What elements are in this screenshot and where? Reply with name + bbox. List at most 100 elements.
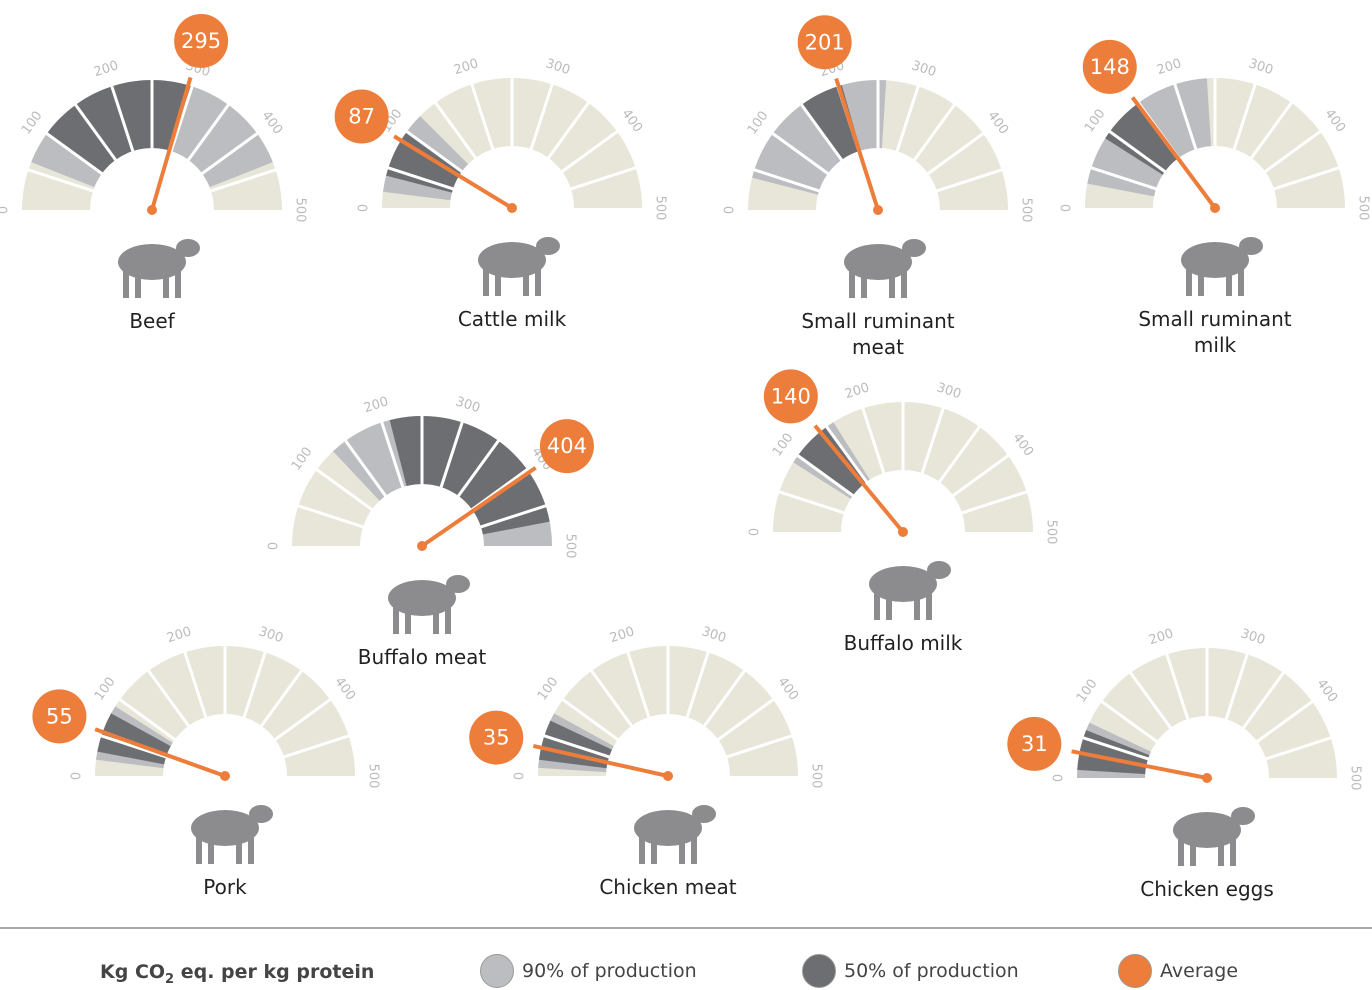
tick-label: 200 [452, 56, 480, 78]
animal-leg [123, 270, 129, 298]
animal-head [1239, 237, 1263, 255]
tick-label: 100 [535, 675, 562, 704]
needle-hub [417, 541, 427, 551]
animal-leg [208, 836, 214, 864]
animal-leg [535, 268, 541, 296]
gauge-name: Small ruminant meat [778, 308, 978, 360]
needle-hub [1202, 773, 1212, 783]
legend-label: 90% of production [522, 960, 697, 982]
tick-label: 400 [1009, 431, 1036, 460]
tick-label: 500 [563, 534, 578, 559]
animal-leg [639, 836, 645, 864]
animal-leg [874, 592, 880, 620]
tick-label: 200 [362, 394, 390, 416]
tick-label: 400 [1321, 107, 1348, 136]
animal-leg [886, 592, 892, 620]
animal-icon [844, 239, 926, 298]
animal-leg [901, 270, 907, 298]
animal-leg [1226, 268, 1232, 296]
animal-leg [196, 836, 202, 864]
tick-label: 200 [92, 58, 120, 80]
animal-leg [495, 268, 501, 296]
needle-hub [898, 527, 908, 537]
average-label: 35 [483, 726, 510, 750]
animal-leg [1198, 268, 1204, 296]
animal-head [692, 805, 716, 823]
tick-label: 100 [770, 431, 797, 460]
tick-label: 300 [910, 58, 938, 80]
average-label: 295 [181, 29, 221, 53]
needle-hub [507, 203, 517, 213]
animal-leg [1190, 838, 1196, 866]
animal-leg [926, 592, 932, 620]
tick-label: 300 [700, 624, 728, 646]
tick-label: 0 [513, 772, 528, 780]
tick-label: 200 [165, 624, 193, 646]
animal-leg [445, 606, 451, 634]
animal-leg [651, 836, 657, 864]
gauge-name: Buffalo milk [803, 630, 1003, 656]
animal-leg [1186, 268, 1192, 296]
average-label: 148 [1090, 55, 1130, 79]
gauge-name: Chicken eggs [1107, 876, 1307, 902]
needle-hub [1210, 203, 1220, 213]
tick-label: 100 [92, 675, 119, 704]
legend-label: 50% of production [844, 960, 1019, 982]
legend-item: Average [1118, 954, 1238, 988]
animal-leg [849, 270, 855, 298]
animal-icon [478, 237, 560, 296]
legend-label: Average [1160, 960, 1238, 982]
unit-label: Kg CO2 eq. per kg protein [100, 961, 374, 987]
animal-head [176, 239, 200, 257]
tick-label: 100 [1082, 107, 1109, 136]
needle-hub [147, 205, 157, 215]
tick-label: 300 [935, 380, 963, 402]
tick-label: 200 [1147, 626, 1175, 648]
tick-label: 100 [289, 445, 316, 474]
legend-swatch [802, 954, 836, 988]
tick-label: 0 [723, 206, 738, 214]
tick-label: 0 [1052, 774, 1067, 782]
needle-hub [873, 205, 883, 215]
tick-label: 200 [1155, 56, 1183, 78]
legend-item: 50% of production [802, 954, 1019, 988]
tick-label: 100 [19, 109, 46, 138]
tick-label: 400 [331, 675, 358, 704]
animal-icon [634, 805, 716, 864]
tick-label: 400 [258, 109, 285, 138]
animal-icon [1173, 807, 1255, 866]
needle-hub [663, 771, 673, 781]
gauge-name: Buffalo meat [322, 644, 522, 670]
tick-label: 500 [1044, 520, 1059, 545]
average-label: 87 [348, 105, 375, 129]
animal-leg [248, 836, 254, 864]
tick-label: 500 [1348, 766, 1363, 791]
animal-icon [191, 805, 273, 864]
tick-label: 500 [809, 764, 824, 789]
tick-label: 300 [1239, 626, 1267, 648]
animal-leg [1238, 268, 1244, 296]
animal-leg [393, 606, 399, 634]
tick-label: 500 [1019, 198, 1034, 223]
tick-label: 400 [984, 109, 1011, 138]
gauge-name: Beef [52, 308, 252, 334]
animal-leg [1230, 838, 1236, 866]
animal-icon [869, 561, 951, 620]
animal-head [536, 237, 560, 255]
tick-label: 300 [544, 56, 572, 78]
tick-label: 200 [608, 624, 636, 646]
animal-leg [236, 836, 242, 864]
gauge-name: Pork [125, 874, 325, 900]
tick-label: 500 [653, 196, 668, 221]
tick-label: 200 [843, 380, 871, 402]
animal-leg [483, 268, 489, 296]
animal-leg [889, 270, 895, 298]
gauge-name: Small ruminant milk [1115, 306, 1315, 358]
animal-head [249, 805, 273, 823]
animal-icon [1181, 237, 1263, 296]
animal-head [446, 575, 470, 593]
animal-icon [118, 239, 200, 298]
animal-leg [135, 270, 141, 298]
animal-leg [691, 836, 697, 864]
animal-head [902, 239, 926, 257]
